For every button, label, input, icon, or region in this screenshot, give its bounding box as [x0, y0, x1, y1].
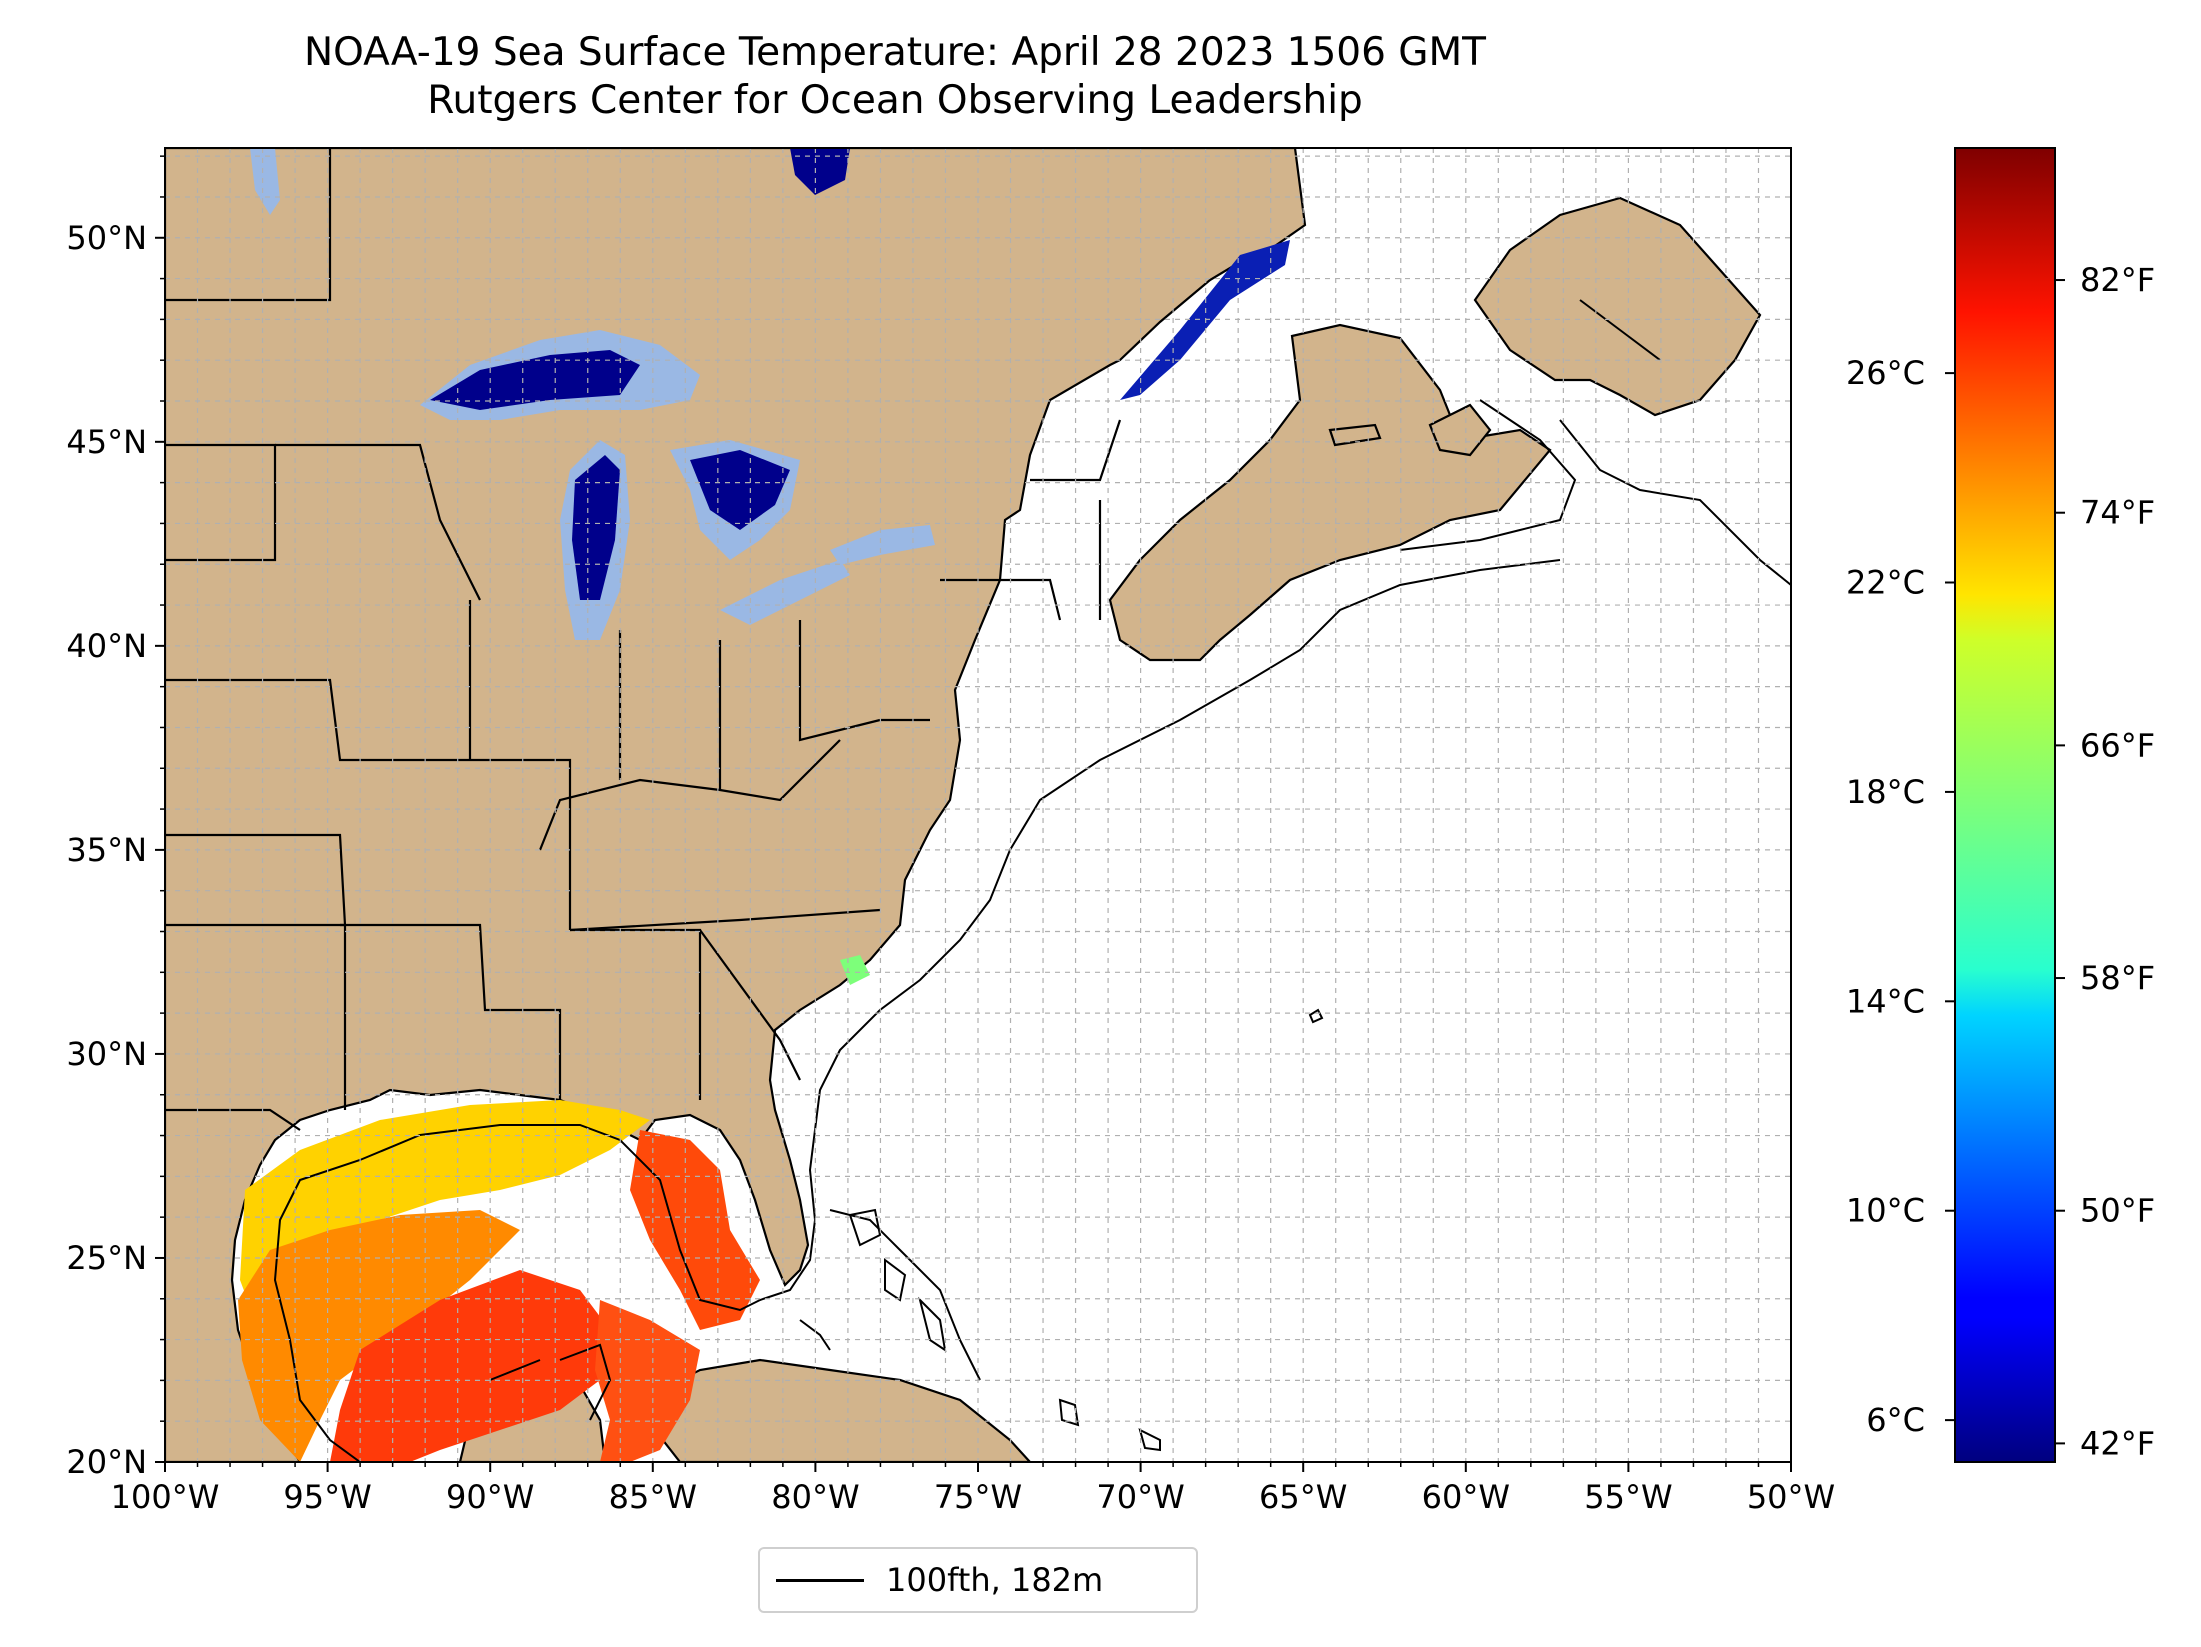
north-america-landmass — [165, 148, 1307, 1462]
lake-winnipeg — [250, 148, 280, 215]
x-tick-label: 50°W — [1747, 1478, 1835, 1516]
y-tick-label: 30°N — [66, 1035, 147, 1073]
fahrenheit-tick-label: 42°F — [2080, 1424, 2155, 1462]
x-tick-label: 60°W — [1422, 1478, 1510, 1516]
y-tick-label: 45°N — [66, 423, 147, 461]
y-tick-label: 50°N — [66, 219, 147, 257]
cape-breton — [1428, 403, 1492, 457]
map-legend: 100fth, 182m — [758, 1547, 1198, 1613]
fahrenheit-tick-label: 50°F — [2080, 1192, 2155, 1230]
celsius-tick-label: 18°C — [1846, 773, 1925, 811]
bahamas-islands — [848, 1008, 1324, 1452]
colorbar — [1954, 147, 2056, 1463]
chart-title: NOAA-19 Sea Surface Temperature: April 2… — [303, 30, 1487, 75]
x-tick-label: 95°W — [283, 1478, 371, 1516]
y-tick-label: 40°N — [66, 627, 147, 665]
x-tick-label: 80°W — [771, 1478, 859, 1516]
celsius-tick-label: 22°C — [1846, 564, 1925, 602]
colorbar-fahrenheit-axis: 42°F 50°F 58°F 66°F 74°F 82°F — [2055, 261, 2155, 1462]
chart-subtitle: Rutgers Center for Ocean Observing Leade… — [427, 78, 1363, 123]
gulf-sst-field — [238, 955, 870, 1462]
celsius-tick-label: 6°C — [1866, 1401, 1925, 1439]
x-tick-label: 100°W — [111, 1478, 220, 1516]
y-tick-label: 25°N — [66, 1239, 147, 1277]
x-tick-label: 65°W — [1259, 1478, 1347, 1516]
x-tick-label: 70°W — [1096, 1478, 1184, 1516]
celsius-tick-label: 14°C — [1846, 982, 1925, 1020]
fahrenheit-tick-label: 74°F — [2080, 494, 2155, 532]
fahrenheit-tick-label: 82°F — [2080, 261, 2155, 299]
celsius-tick-label: 26°C — [1846, 354, 1925, 392]
x-tick-label: 75°W — [934, 1478, 1022, 1516]
lake-erie — [720, 560, 850, 625]
legend-line-swatch — [776, 1578, 864, 1582]
state-borders — [165, 148, 1122, 1131]
x-tick-label: 55°W — [1584, 1478, 1672, 1516]
legend-label: 100fth, 182m — [886, 1561, 1104, 1599]
pei-island — [1328, 423, 1382, 447]
x-tick-label: 90°W — [446, 1478, 534, 1516]
y-tick-label: 35°N — [66, 831, 147, 869]
fahrenheit-tick-label: 58°F — [2080, 959, 2155, 997]
celsius-tick-label: 10°C — [1846, 1192, 1925, 1230]
latitude-axis: 20°N 25°N 30°N 35°N 40°N 45°N 50°N — [66, 155, 165, 1481]
y-tick-label: 20°N — [66, 1443, 147, 1481]
map-gridlines — [165, 148, 1791, 1462]
cuba-landmass — [638, 1358, 1032, 1462]
lake-ontario — [830, 525, 935, 565]
x-tick-label: 85°W — [609, 1478, 697, 1516]
colorbar-celsius-axis: 6°C 10°C 14°C 18°C 22°C 26°C — [1846, 354, 1955, 1439]
fahrenheit-tick-label: 66°F — [2080, 726, 2155, 764]
longitude-axis: 100°W 95°W 90°W 85°W 80°W 75°W 70°W 65°W 60°W 55°… — [111, 1462, 1835, 1516]
